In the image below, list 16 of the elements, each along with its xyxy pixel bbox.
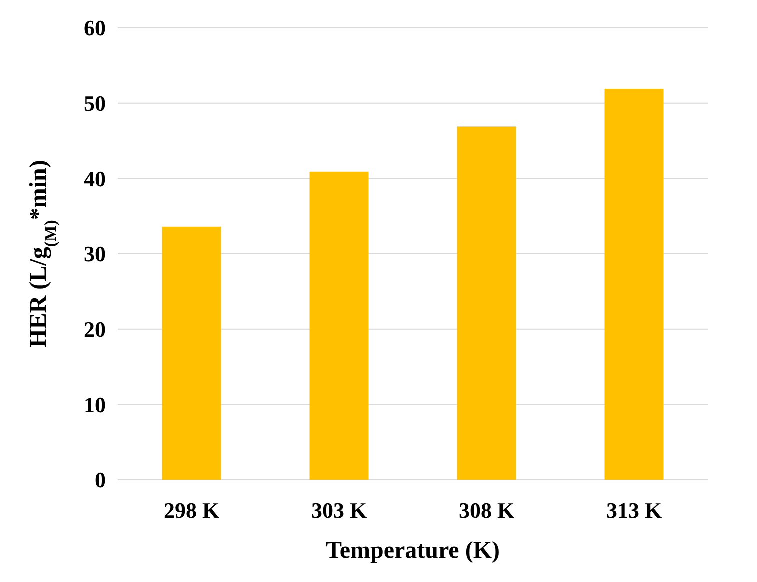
y-tick-label: 20 <box>84 317 106 342</box>
bar <box>457 126 516 480</box>
bar <box>604 89 664 480</box>
x-tick-label: 298 K <box>164 498 220 523</box>
bar <box>162 226 222 480</box>
x-tick-label: 308 K <box>458 498 515 523</box>
y-tick-label: 30 <box>84 242 106 267</box>
y-tick-label: 10 <box>84 392 106 418</box>
x-tick-label: 313 K <box>606 498 662 523</box>
y-tick-label: 50 <box>84 91 106 116</box>
y-tick-label: 0 <box>95 468 106 493</box>
y-tick-label: 60 <box>84 16 106 41</box>
y-tick-label: 40 <box>84 166 106 192</box>
bar <box>310 172 369 480</box>
x-tick-label: 303 K <box>311 498 368 523</box>
x-axis-title: Temperature (K) <box>326 538 500 564</box>
